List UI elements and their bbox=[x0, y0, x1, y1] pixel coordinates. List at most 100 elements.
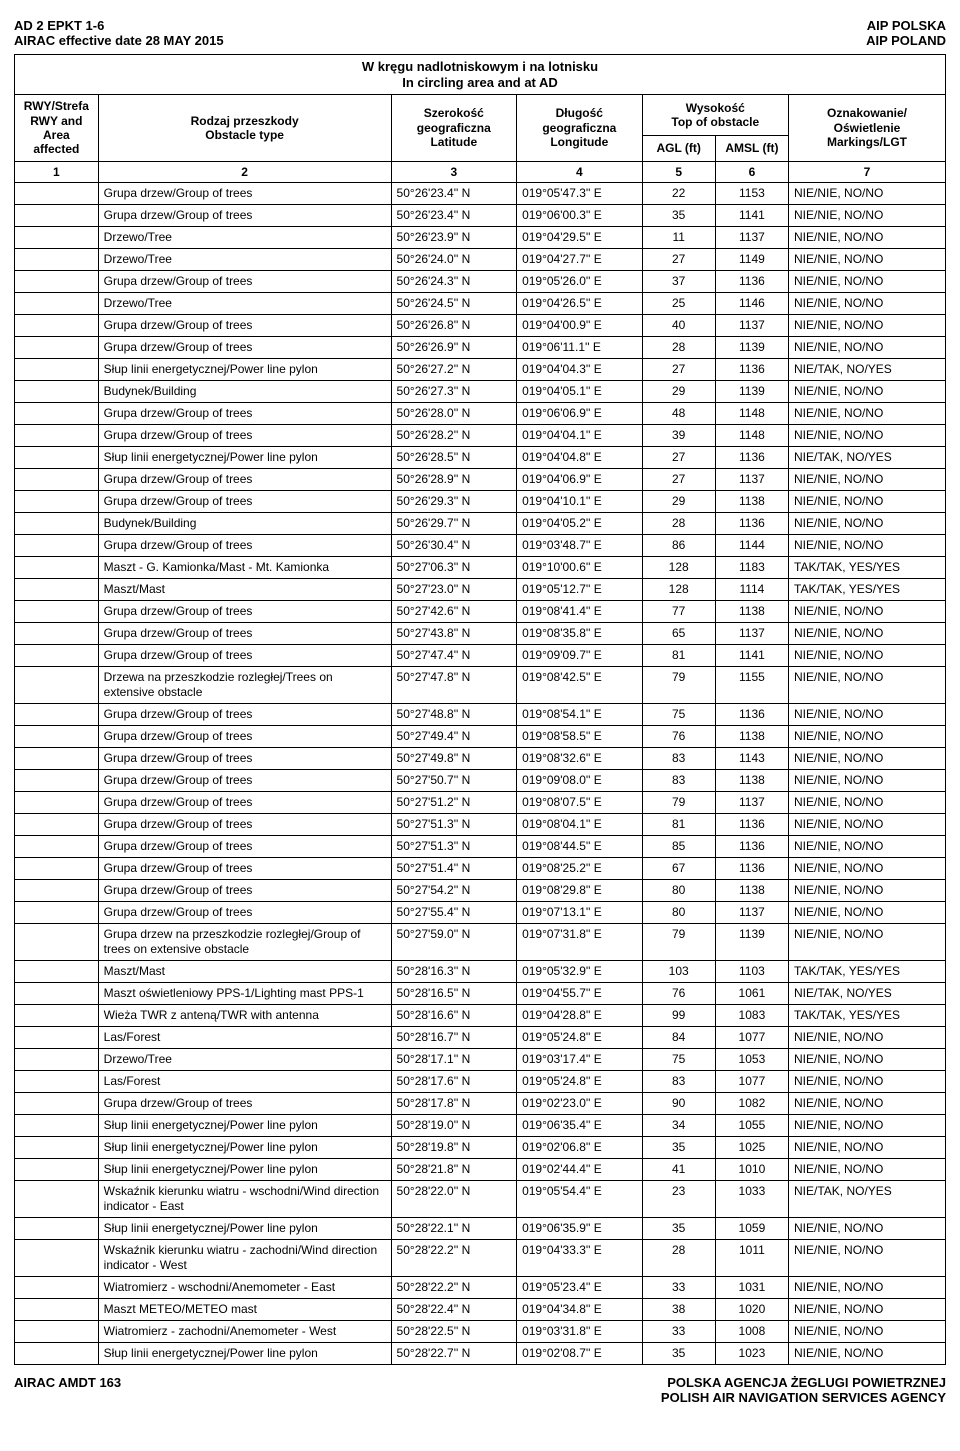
cell-agl: 79 bbox=[642, 791, 715, 813]
table-row: Drzewo/Tree50°26'24.0'' N019°04'27.7'' E… bbox=[15, 248, 946, 270]
cell-amsl: 1136 bbox=[715, 857, 788, 879]
cell-amsl: 1023 bbox=[715, 1342, 788, 1364]
cell-lat: 50°28'19.8'' N bbox=[391, 1136, 517, 1158]
cell-lon: 019°08'25.2'' E bbox=[517, 857, 643, 879]
cell-lat: 50°28'16.6'' N bbox=[391, 1004, 517, 1026]
cell-obstacle: Słup linii energetycznej/Power line pylo… bbox=[98, 1342, 391, 1364]
cell-mark: NIE/NIE, NO/NO bbox=[789, 1092, 946, 1114]
cell-obstacle: Wskaźnik kierunku wiatru - wschodni/Wind… bbox=[98, 1180, 391, 1217]
cell-rwy bbox=[15, 402, 99, 424]
cell-lon: 019°04'04.8'' E bbox=[517, 446, 643, 468]
cell-lat: 50°26'27.2'' N bbox=[391, 358, 517, 380]
cell-mark: NIE/NIE, NO/NO bbox=[789, 703, 946, 725]
cell-mark: NIE/NIE, NO/NO bbox=[789, 725, 946, 747]
table-row: Grupa drzew/Group of trees50°28'17.8'' N… bbox=[15, 1092, 946, 1114]
cell-mark: NIE/NIE, NO/NO bbox=[789, 270, 946, 292]
cell-lat: 50°28'22.2'' N bbox=[391, 1276, 517, 1298]
page-header: AD 2 EPKT 1-6 AIRAC effective date 28 MA… bbox=[14, 18, 946, 48]
cell-mark: NIE/NIE, NO/NO bbox=[789, 424, 946, 446]
cell-lat: 50°28'22.0'' N bbox=[391, 1180, 517, 1217]
cell-agl: 128 bbox=[642, 556, 715, 578]
cell-rwy bbox=[15, 769, 99, 791]
cell-mark: NIE/NIE, NO/NO bbox=[789, 204, 946, 226]
table-row: Drzewo/Tree50°26'23.9'' N019°04'29.5'' E… bbox=[15, 226, 946, 248]
cell-agl: 27 bbox=[642, 446, 715, 468]
cell-amsl: 1103 bbox=[715, 960, 788, 982]
cell-obstacle: Wiatromierz - wschodni/Anemometer - East bbox=[98, 1276, 391, 1298]
cell-lon: 019°08'32.6'' E bbox=[517, 747, 643, 769]
cell-agl: 79 bbox=[642, 923, 715, 960]
cell-amsl: 1183 bbox=[715, 556, 788, 578]
cell-rwy bbox=[15, 314, 99, 336]
cell-obstacle: Budynek/Building bbox=[98, 512, 391, 534]
hdr-right-2: AIP POLAND bbox=[866, 33, 946, 48]
cell-lon: 019°08'04.1'' E bbox=[517, 813, 643, 835]
cell-mark: NIE/NIE, NO/NO bbox=[789, 1298, 946, 1320]
cell-rwy bbox=[15, 813, 99, 835]
cell-rwy bbox=[15, 747, 99, 769]
table-row: Słup linii energetycznej/Power line pylo… bbox=[15, 1342, 946, 1364]
cell-lat: 50°27'42.6'' N bbox=[391, 600, 517, 622]
cell-amsl: 1031 bbox=[715, 1276, 788, 1298]
cell-lat: 50°27'23.0'' N bbox=[391, 578, 517, 600]
cell-agl: 84 bbox=[642, 1026, 715, 1048]
cell-amsl: 1061 bbox=[715, 982, 788, 1004]
cell-lat: 50°26'28.2'' N bbox=[391, 424, 517, 446]
cell-lon: 019°08'42.5'' E bbox=[517, 666, 643, 703]
cell-mark: NIE/NIE, NO/NO bbox=[789, 182, 946, 204]
table-row: Las/Forest50°28'17.6'' N019°05'24.8'' E8… bbox=[15, 1070, 946, 1092]
cell-lat: 50°28'22.4'' N bbox=[391, 1298, 517, 1320]
ftr-right-1: POLSKA AGENCJA ŻEGLUGI POWIETRZNEJ bbox=[667, 1375, 946, 1390]
cell-lon: 019°08'44.5'' E bbox=[517, 835, 643, 857]
cell-lat: 50°28'22.7'' N bbox=[391, 1342, 517, 1364]
table-row: Grupa drzew/Group of trees50°27'47.4'' N… bbox=[15, 644, 946, 666]
cell-rwy bbox=[15, 534, 99, 556]
cell-mark: NIE/NIE, NO/NO bbox=[789, 1136, 946, 1158]
cell-mark: NIE/NIE, NO/NO bbox=[789, 747, 946, 769]
cell-agl: 81 bbox=[642, 644, 715, 666]
cell-mark: NIE/NIE, NO/NO bbox=[789, 791, 946, 813]
cell-lon: 019°05'23.4'' E bbox=[517, 1276, 643, 1298]
cell-rwy bbox=[15, 901, 99, 923]
cell-lon: 019°07'13.1'' E bbox=[517, 901, 643, 923]
cell-mark: NIE/NIE, NO/NO bbox=[789, 857, 946, 879]
cell-lat: 50°26'24.3'' N bbox=[391, 270, 517, 292]
table-row: Maszt/Mast50°27'23.0'' N019°05'12.7'' E1… bbox=[15, 578, 946, 600]
cell-amsl: 1077 bbox=[715, 1070, 788, 1092]
col-mark: Oznakowanie/ OświetlenieMarkings/LGT bbox=[789, 95, 946, 162]
cell-obstacle: Słup linii energetycznej/Power line pylo… bbox=[98, 446, 391, 468]
cell-agl: 11 bbox=[642, 226, 715, 248]
table-row: Słup linii energetycznej/Power line pylo… bbox=[15, 358, 946, 380]
cell-agl: 35 bbox=[642, 1136, 715, 1158]
table-row: Maszt - G. Kamionka/Mast - Mt. Kamionka5… bbox=[15, 556, 946, 578]
cell-rwy bbox=[15, 622, 99, 644]
col-amsl: AMSL (ft) bbox=[715, 136, 788, 161]
cell-agl: 27 bbox=[642, 248, 715, 270]
cell-amsl: 1137 bbox=[715, 901, 788, 923]
cell-amsl: 1136 bbox=[715, 358, 788, 380]
cell-lat: 50°27'43.8'' N bbox=[391, 622, 517, 644]
cell-obstacle: Słup linii energetycznej/Power line pylo… bbox=[98, 1158, 391, 1180]
table-row: Słup linii energetycznej/Power line pylo… bbox=[15, 1114, 946, 1136]
table-row: Grupa drzew/Group of trees50°26'28.9'' N… bbox=[15, 468, 946, 490]
cell-amsl: 1136 bbox=[715, 446, 788, 468]
cell-mark: NIE/NIE, NO/NO bbox=[789, 380, 946, 402]
cell-lat: 50°26'30.4'' N bbox=[391, 534, 517, 556]
cell-rwy bbox=[15, 358, 99, 380]
cell-lat: 50°28'17.6'' N bbox=[391, 1070, 517, 1092]
cell-obstacle: Słup linii energetycznej/Power line pylo… bbox=[98, 358, 391, 380]
cell-mark: NIE/NIE, NO/NO bbox=[789, 769, 946, 791]
cell-amsl: 1137 bbox=[715, 468, 788, 490]
cell-obstacle: Drzewo/Tree bbox=[98, 226, 391, 248]
cell-mark: NIE/NIE, NO/NO bbox=[789, 534, 946, 556]
cell-obstacle: Grupa drzew/Group of trees bbox=[98, 725, 391, 747]
cell-lat: 50°28'22.5'' N bbox=[391, 1320, 517, 1342]
cell-obstacle: Słup linii energetycznej/Power line pylo… bbox=[98, 1114, 391, 1136]
cell-amsl: 1082 bbox=[715, 1092, 788, 1114]
table-row: Słup linii energetycznej/Power line pylo… bbox=[15, 446, 946, 468]
cell-obstacle: Grupa drzew/Group of trees bbox=[98, 1092, 391, 1114]
cell-lat: 50°28'17.8'' N bbox=[391, 1092, 517, 1114]
cell-obstacle: Grupa drzew/Group of trees bbox=[98, 622, 391, 644]
cell-obstacle: Maszt METEO/METEO mast bbox=[98, 1298, 391, 1320]
cell-agl: 76 bbox=[642, 982, 715, 1004]
